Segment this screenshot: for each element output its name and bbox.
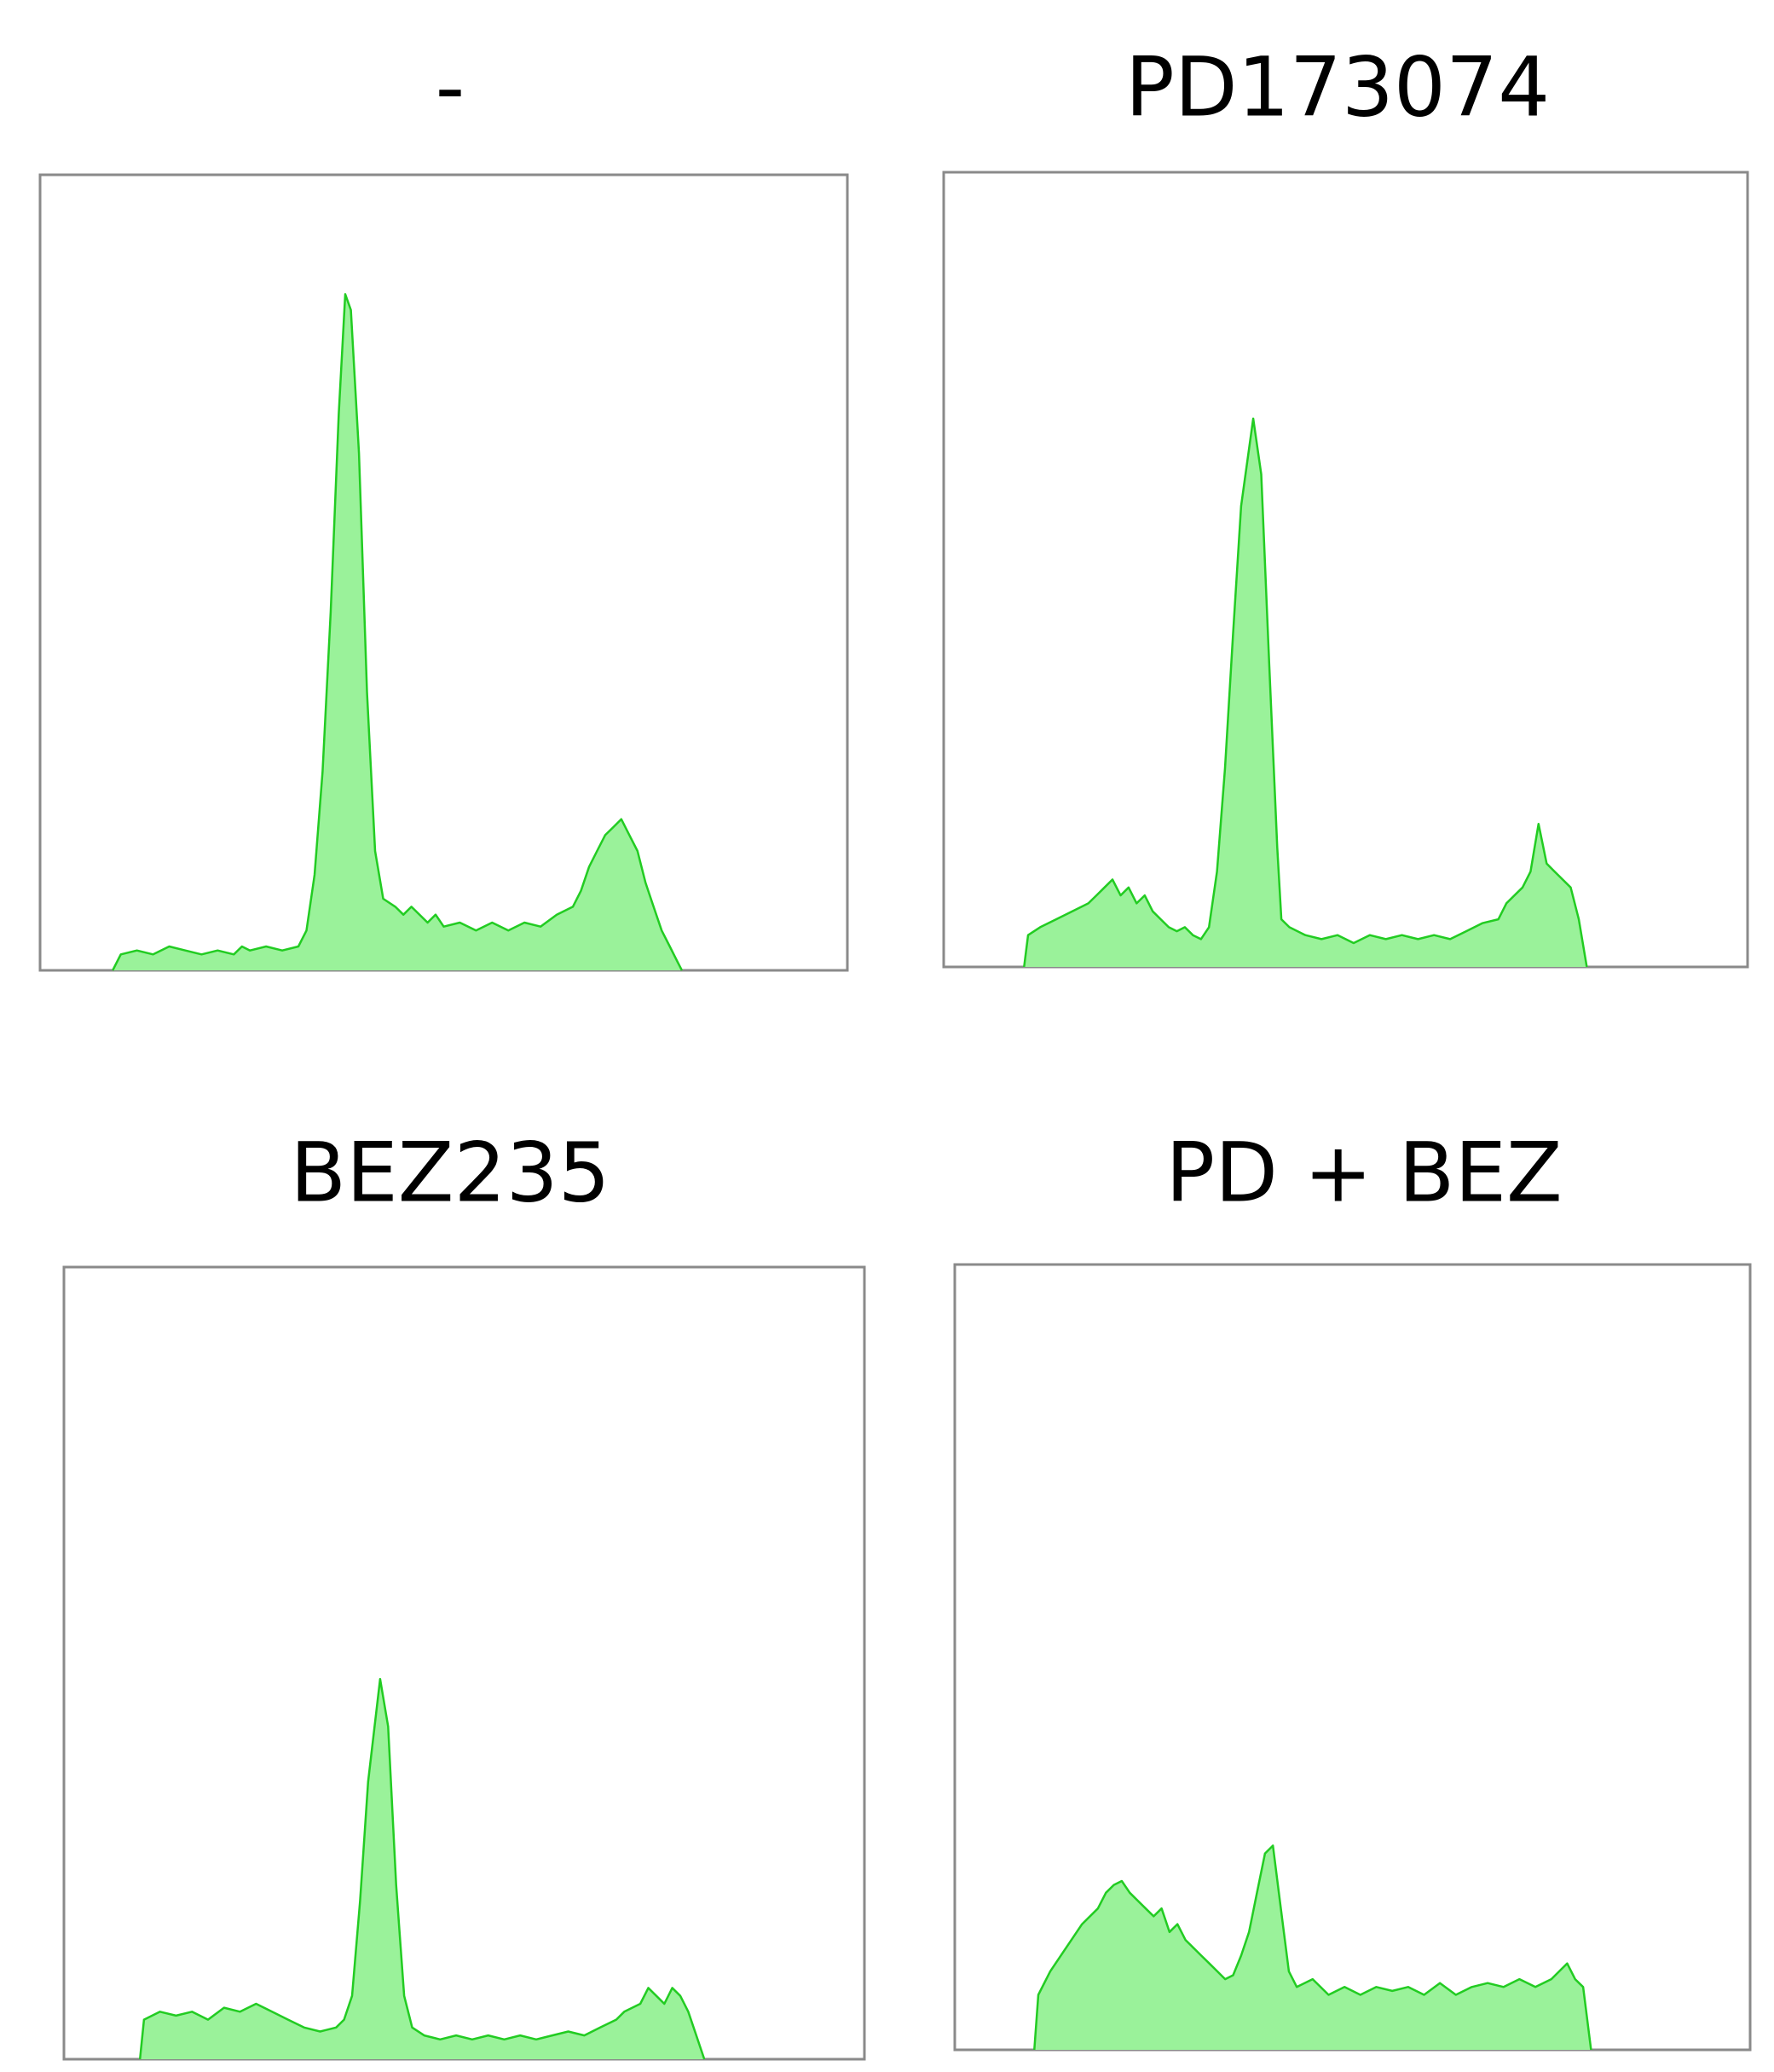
plot-frame: [38, 173, 849, 972]
panel-title: BEZ235: [290, 1125, 610, 1220]
plot-frame: [942, 171, 1749, 969]
histogram-area: [113, 294, 682, 970]
histogram-panel: PD + BEZ: [953, 1125, 1752, 2052]
histogram-panel: BEZ235: [62, 1125, 866, 2061]
panel-title: PD173074: [1125, 39, 1550, 135]
plot-frame: [953, 1263, 1752, 2052]
panel-title: -: [436, 39, 465, 135]
histogram-area: [1034, 1845, 1592, 2050]
histogram-outline: [1033, 1844, 1592, 2051]
histogram-area: [140, 1679, 705, 2059]
histogram-outline: [112, 292, 684, 971]
histogram-panel: -: [38, 39, 849, 972]
histogram-panel: PD173074: [942, 39, 1749, 969]
plot-frame: [62, 1265, 866, 2061]
histogram-area: [1024, 418, 1587, 967]
panel-title: PD + BEZ: [1165, 1125, 1563, 1220]
histogram-outline: [138, 1677, 706, 2060]
histogram-outline: [1023, 417, 1588, 968]
